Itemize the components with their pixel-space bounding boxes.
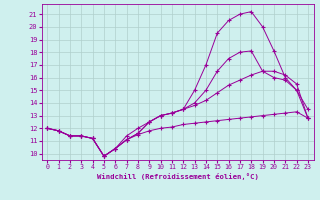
X-axis label: Windchill (Refroidissement éolien,°C): Windchill (Refroidissement éolien,°C) [97,173,259,180]
